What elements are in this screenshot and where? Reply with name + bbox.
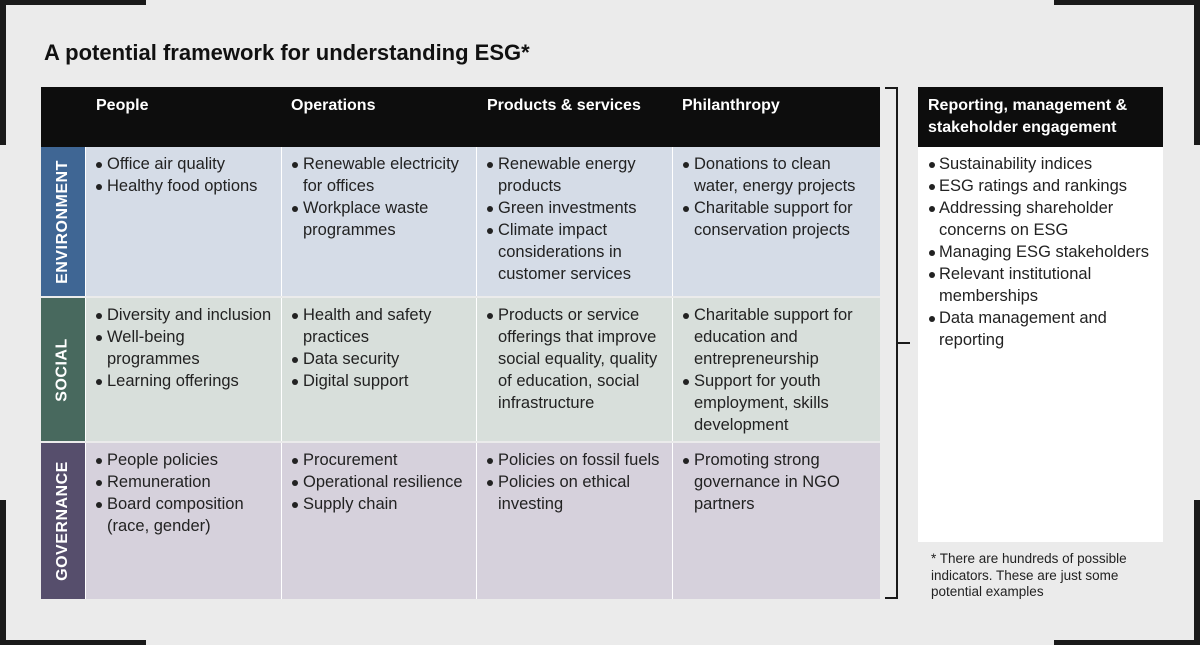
column-header-operations: Operations xyxy=(291,97,376,114)
reporting-panel-title: Reporting, management & stakeholder enga… xyxy=(918,87,1163,147)
list-item: Promoting strong governance in NGO partn… xyxy=(681,449,872,515)
list-item: Data management and reporting xyxy=(928,307,1158,351)
row-label-social: SOCIAL xyxy=(41,298,85,441)
column-header-products-services: Products & services xyxy=(487,97,641,114)
list-item: Products or service offerings that impro… xyxy=(485,304,664,414)
list-item: Digital support xyxy=(290,370,468,392)
bullet-list: Charitable support for education and ent… xyxy=(681,304,872,436)
list-item: Renewable energy products xyxy=(485,153,664,197)
list-item: Operational resilience xyxy=(290,471,468,493)
corner-frame-bottom-left xyxy=(0,500,146,645)
bullet-list: Diversity and inclusion Well-being progra… xyxy=(94,304,273,392)
list-item: Procurement xyxy=(290,449,468,471)
cell-social-products-services: Products or service offerings that impro… xyxy=(476,298,672,441)
bullet-list: Promoting strong governance in NGO partn… xyxy=(681,449,872,515)
footnote: * There are hundreds of possible indicat… xyxy=(931,551,1127,599)
list-item: Board composition (race, gender) xyxy=(94,493,273,537)
row-social: SOCIAL Diversity and inclusion Well-being … xyxy=(41,298,880,441)
list-item: Support for youth employment, skills dev… xyxy=(681,370,872,436)
list-item: Green investments xyxy=(485,197,664,219)
list-item: Renewable electricity for offices xyxy=(290,153,468,197)
grouping-bracket-tick xyxy=(898,342,910,344)
cell-governance-people: People policies Remuneration Board composi… xyxy=(85,443,281,599)
list-item: People policies xyxy=(94,449,273,471)
grouping-bracket xyxy=(885,87,898,599)
list-item: Policies on ethical investing xyxy=(485,471,664,515)
bullet-list: People policies Remuneration Board composi… xyxy=(94,449,273,537)
cell-social-philanthropy: Charitable support for education and ent… xyxy=(672,298,880,441)
row-label-text: GOVERNANCE xyxy=(54,461,71,581)
bullet-list: Renewable electricity for offices Workpla… xyxy=(290,153,468,241)
row-label-text: ENVIRONMENT xyxy=(54,159,72,284)
column-header-philanthropy: Philanthropy xyxy=(682,97,780,114)
column-header-row: People Operations Products & services Ph… xyxy=(41,87,880,147)
reporting-panel-list: Sustainability indices ESG ratings and ra… xyxy=(928,153,1158,351)
list-item: ESG ratings and rankings xyxy=(928,175,1158,197)
cell-environment-people: Office air quality Healthy food options xyxy=(85,147,281,296)
reporting-panel: Reporting, management & stakeholder enga… xyxy=(918,87,1163,542)
list-item: Data security xyxy=(290,348,468,370)
bullet-list: Donations to clean water, energy project… xyxy=(681,153,872,241)
list-item: Relevant institutional memberships xyxy=(928,263,1158,307)
row-label-environment: ENVIRONMENT xyxy=(41,147,85,296)
list-item: Workplace waste programmes xyxy=(290,197,468,241)
list-item: Climate impact considerations in custome… xyxy=(485,219,664,285)
row-label-text: SOCIAL xyxy=(54,337,72,402)
bullet-list: Procurement Operational resilience Supply … xyxy=(290,449,468,515)
row-governance: GOVERNANCE People policies Remuneration Boa… xyxy=(41,443,880,599)
list-item: Well-being programmes xyxy=(94,326,273,370)
list-item: Sustainability indices xyxy=(928,153,1158,175)
list-item: Donations to clean water, energy project… xyxy=(681,153,872,197)
list-item: Diversity and inclusion xyxy=(94,304,273,326)
list-item: Policies on fossil fuels xyxy=(485,449,664,471)
esg-framework-grid: People Operations Products & services Ph… xyxy=(41,87,880,599)
corner-frame-top-left xyxy=(0,0,146,145)
cell-environment-philanthropy: Donations to clean water, energy project… xyxy=(672,147,880,296)
cell-social-people: Diversity and inclusion Well-being progra… xyxy=(85,298,281,441)
cell-governance-philanthropy: Promoting strong governance in NGO partn… xyxy=(672,443,880,599)
list-item: Learning offerings xyxy=(94,370,273,392)
bullet-list: Office air quality Healthy food options xyxy=(94,153,273,197)
corner-frame-bottom-right xyxy=(1054,500,1200,645)
cell-environment-products-services: Renewable energy products Green investmen… xyxy=(476,147,672,296)
corner-frame-top-right xyxy=(1054,0,1200,145)
list-item: Charitable support for conservation proj… xyxy=(681,197,872,241)
bullet-list: Health and safety practices Data security… xyxy=(290,304,468,392)
list-item: Remuneration xyxy=(94,471,273,493)
bullet-list: Products or service offerings that impro… xyxy=(485,304,664,414)
cell-governance-operations: Procurement Operational resilience Supply … xyxy=(281,443,476,599)
list-item: Health and safety practices xyxy=(290,304,468,348)
row-label-governance: GOVERNANCE xyxy=(41,443,85,599)
list-item: Healthy food options xyxy=(94,175,273,197)
column-header-people: People xyxy=(96,97,149,114)
row-environment: ENVIRONMENT Office air quality Healthy foo… xyxy=(41,147,880,296)
list-item: Managing ESG stakeholders xyxy=(928,241,1158,263)
list-item: Supply chain xyxy=(290,493,468,515)
bullet-list: Renewable energy products Green investmen… xyxy=(485,153,664,285)
list-item: Charitable support for education and ent… xyxy=(681,304,872,370)
list-item: Addressing shareholder concerns on ESG xyxy=(928,197,1158,241)
reporting-bullet-list: Sustainability indices ESG ratings and ra… xyxy=(928,153,1158,351)
cell-social-operations: Health and safety practices Data security… xyxy=(281,298,476,441)
bullet-list: Policies on fossil fuels Policies on ethi… xyxy=(485,449,664,515)
list-item: Office air quality xyxy=(94,153,273,175)
cell-governance-products-services: Policies on fossil fuels Policies on ethi… xyxy=(476,443,672,599)
page-title: A potential framework for understanding … xyxy=(44,40,530,65)
cell-environment-operations: Renewable electricity for offices Workpla… xyxy=(281,147,476,296)
